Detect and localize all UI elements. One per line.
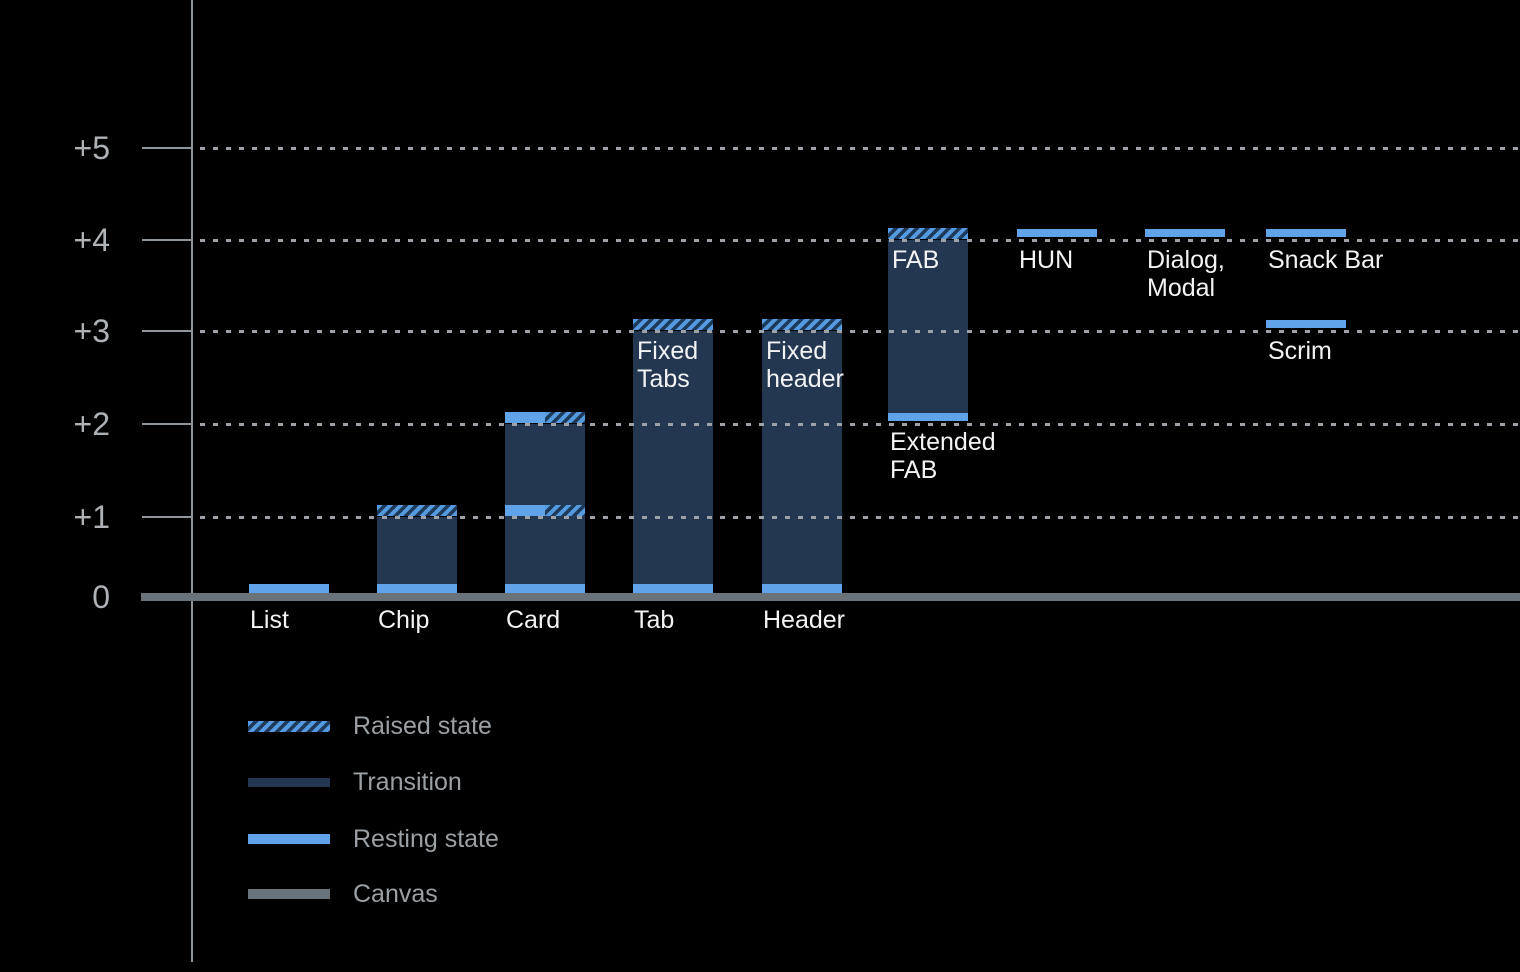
bar-label: Fixed: [637, 337, 699, 365]
canvas-baseline: [141, 593, 1520, 601]
gridline: [200, 516, 1520, 519]
raised-band-half: [545, 505, 585, 516]
y-tick-label: +4: [73, 222, 110, 258]
bar-below-label: Snack Bar: [1268, 246, 1384, 274]
bar-below-label: Modal: [1147, 274, 1216, 302]
y-axis-tick: [142, 147, 192, 149]
resting-band-half: [505, 505, 545, 516]
bar-below-label: Scrim: [1268, 337, 1332, 365]
transition-fill: [888, 240, 968, 413]
legend-label: Transition: [353, 768, 462, 796]
legend-swatch-solid-gray: [248, 889, 330, 899]
y-axis-tick: [142, 423, 192, 425]
category-label: List: [250, 606, 289, 634]
legend-swatch-hatched: [248, 720, 330, 732]
gridline: [200, 423, 1520, 426]
category-label: Card: [506, 606, 561, 634]
gridline: [200, 330, 1520, 333]
legend-label: Resting state: [353, 825, 499, 853]
transition-fill: [762, 331, 842, 584]
y-tick-label: +3: [73, 313, 110, 349]
legend-swatch-solid-dark: [248, 777, 330, 787]
resting-band: [633, 584, 713, 593]
bar-below-label: Extended: [890, 428, 996, 456]
category-label: Chip: [378, 606, 430, 634]
resting-band: [377, 584, 457, 593]
transition-fill: [505, 424, 585, 584]
resting-band: [888, 413, 968, 421]
raised-band-half: [545, 412, 585, 423]
resting-band: [1017, 229, 1097, 237]
resting-band: [249, 584, 329, 593]
y-tick-label: +2: [73, 406, 110, 442]
raised-band: [762, 319, 842, 330]
resting-band: [1145, 229, 1225, 237]
resting-band: [762, 584, 842, 593]
raised-band: [377, 505, 457, 516]
raised-band: [633, 319, 713, 330]
resting-band: [1266, 229, 1346, 237]
bar-label: Fixed: [766, 337, 828, 365]
transition-fill: [377, 517, 457, 584]
transition-fill: [633, 331, 713, 584]
bar-below-label: HUN: [1019, 246, 1074, 274]
bar-label: header: [766, 365, 844, 393]
y-tick-label: 0: [92, 579, 110, 615]
category-label: Tab: [634, 606, 675, 634]
resting-band-half: [505, 412, 545, 423]
resting-band: [1266, 320, 1346, 328]
category-label: Header: [763, 606, 845, 634]
resting-band: [505, 584, 585, 593]
legend-label: Canvas: [353, 880, 438, 908]
gridline: [200, 147, 1520, 150]
y-tick-label: +5: [73, 130, 110, 166]
gridline: [200, 239, 1520, 242]
y-axis-line: [191, 0, 193, 962]
bar-below-label: Dialog,: [1147, 246, 1225, 274]
y-axis-tick: [142, 330, 192, 332]
y-tick-label: +1: [73, 499, 110, 535]
bar-label: FAB: [892, 246, 940, 274]
y-axis-tick: [142, 516, 192, 518]
bar-label: Tabs: [637, 365, 690, 393]
bar-below-label: FAB: [890, 456, 938, 484]
legend-swatch-solid-blue: [248, 834, 330, 844]
legend-label: Raised state: [353, 712, 492, 740]
y-axis-tick: [142, 239, 192, 241]
raised-band: [888, 228, 968, 239]
